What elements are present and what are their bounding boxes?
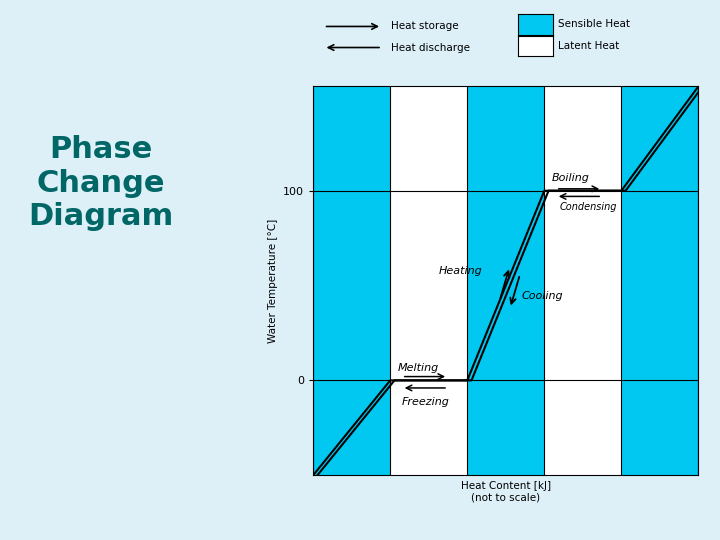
Text: Latent Heat: Latent Heat xyxy=(558,41,619,51)
Text: Cooling: Cooling xyxy=(521,291,563,301)
Text: Heating: Heating xyxy=(439,266,482,276)
Bar xyxy=(544,86,621,475)
Text: Condensing: Condensing xyxy=(559,201,617,212)
Text: Heat storage: Heat storage xyxy=(391,22,459,31)
Bar xyxy=(313,86,390,475)
Text: Melting: Melting xyxy=(398,363,439,373)
X-axis label: Heat Content [kJ]
(not to scale): Heat Content [kJ] (not to scale) xyxy=(461,481,551,502)
Text: Heat discharge: Heat discharge xyxy=(391,43,470,52)
Y-axis label: Water Temperature [°C]: Water Temperature [°C] xyxy=(268,219,278,343)
Bar xyxy=(467,86,544,475)
Bar xyxy=(621,86,698,475)
Text: Sensible Heat: Sensible Heat xyxy=(558,19,630,29)
Text: Phase
Change
Diagram: Phase Change Diagram xyxy=(28,135,174,231)
Text: Boiling: Boiling xyxy=(552,173,590,183)
Text: Freezing: Freezing xyxy=(402,397,450,407)
Bar xyxy=(390,86,467,475)
